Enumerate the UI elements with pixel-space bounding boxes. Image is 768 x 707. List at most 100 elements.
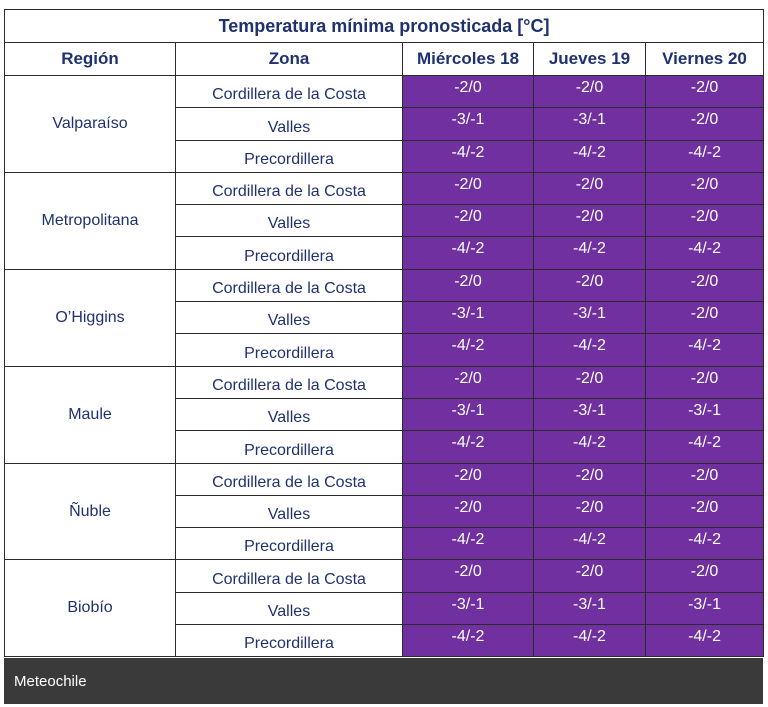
temperature-value-cell: -4/-2 bbox=[644, 430, 765, 464]
temperature-value-cell: -4/-2 bbox=[402, 139, 534, 173]
temperature-value-cell: -2/0 bbox=[402, 171, 534, 206]
temperature-value-cell: -4/-2 bbox=[644, 139, 765, 173]
table-row: Valles -3/-1 -3/-1 -2/0 bbox=[5, 107, 765, 141]
region-name-cell: O’Higgins bbox=[4, 268, 176, 367]
temperature-value-cell: -3/-1 bbox=[402, 591, 534, 626]
zone-name-cell: Cordillera de la Costa bbox=[175, 365, 403, 399]
temperature-value-cell: -2/0 bbox=[533, 462, 646, 496]
temperature-value-cell: -2/0 bbox=[402, 494, 534, 529]
temperature-value-cell: -2/0 bbox=[644, 462, 765, 496]
forecast-table-container: Temperatura mínima pronosticada [°C] Reg… bbox=[3, 9, 765, 658]
temperature-value-cell: -4/-2 bbox=[533, 430, 646, 464]
table-row: Biobío Cordillera de la Costa -2/0 -2/0 -2/0 bbox=[4, 559, 765, 658]
table-row: Precordillera -4/-2 -4/-2 -4/-2 bbox=[5, 624, 765, 658]
temperature-value-cell: -4/-2 bbox=[402, 236, 534, 270]
temperature-value-cell: -4/-2 bbox=[402, 527, 534, 561]
temperature-value-cell: -3/-1 bbox=[402, 301, 534, 335]
temperature-value-cell: -2/0 bbox=[644, 171, 765, 206]
table-row: O’Higgins Cordillera de la Costa -2/0 -2/0-… bbox=[4, 268, 765, 367]
table-row: Maule Cordillera de la Costa -2/0 -2/0 -2/0 bbox=[4, 365, 765, 464]
table-row: Precordillera -4/-2 -4/-2 -4/-2 bbox=[5, 139, 765, 173]
header-row: Región Zona Miércoles 18 Jueves 19 Viern… bbox=[4, 42, 765, 76]
zone-name-cell: Valles bbox=[175, 107, 403, 141]
temperature-value-cell: -3/-1 bbox=[533, 397, 646, 432]
table-row: Valles -2/0 -2/0 -2/0 bbox=[5, 204, 765, 238]
temperature-value-cell: -4/-2 bbox=[533, 236, 646, 270]
temperature-value-cell: -2/0 bbox=[402, 559, 534, 593]
temperature-value-cell: -2/0 bbox=[533, 494, 646, 529]
column-header-zone: Zona bbox=[175, 42, 403, 76]
temperature-value-cell: -3/-1 bbox=[644, 591, 765, 626]
table-row: Ñuble Cordillera de la Costa -2/0 -2/0 -2/0 bbox=[4, 462, 765, 561]
forecast-table: Temperatura mínima pronosticada [°C] Reg… bbox=[3, 9, 765, 658]
region-name-cell: Metropolitana bbox=[4, 171, 176, 270]
zone-name-cell: Precordillera bbox=[175, 236, 403, 270]
temperature-value-cell: -2/0 bbox=[644, 559, 765, 593]
temperature-value-cell: -2/0 bbox=[644, 494, 765, 529]
temperature-value-cell: -3/-1 bbox=[533, 107, 646, 141]
zone-name-cell: Valles bbox=[175, 301, 403, 335]
column-header-wednesday: Miércoles 18 bbox=[402, 42, 534, 76]
temperature-value-cell: -2/0 bbox=[644, 74, 765, 109]
zone-name-cell: Cordillera de la Costa bbox=[175, 559, 403, 593]
zone-name-cell: Valles bbox=[175, 397, 403, 432]
temperature-value-cell: -2/0 bbox=[533, 559, 646, 593]
zone-name-cell: Precordillera bbox=[175, 139, 403, 173]
temperature-value-cell: -4/-2 bbox=[402, 624, 534, 658]
table-row: Metropolitana Cordillera de la Costa -2/0-… bbox=[4, 171, 765, 270]
temperature-value-cell: -4/-2 bbox=[533, 527, 646, 561]
table-title: Temperatura mínima pronosticada [°C] bbox=[3, 9, 765, 43]
temperature-value-cell: -3/-1 bbox=[533, 591, 646, 626]
column-header-region: Región bbox=[4, 42, 176, 76]
temperature-value-cell: -2/0 bbox=[533, 74, 646, 109]
title-row: Temperatura mínima pronosticada [°C] bbox=[3, 9, 765, 43]
temperature-value-cell: -2/0 bbox=[644, 204, 765, 238]
temperature-value-cell: -4/-2 bbox=[402, 430, 534, 464]
temperature-value-cell: -2/0 bbox=[402, 365, 534, 399]
temperature-value-cell: -2/0 bbox=[644, 365, 765, 399]
temperature-value-cell: -4/-2 bbox=[644, 333, 765, 367]
temperature-value-cell: -3/-1 bbox=[644, 397, 765, 432]
temperature-value-cell: -4/-2 bbox=[644, 624, 765, 658]
temperature-value-cell: -3/-1 bbox=[402, 107, 534, 141]
table-row: Valles -2/0 -2/0 -2/0 bbox=[5, 494, 765, 529]
zone-name-cell: Valles bbox=[175, 204, 403, 238]
temperature-value-cell: -2/0 bbox=[402, 204, 534, 238]
zone-name-cell: Cordillera de la Costa bbox=[175, 74, 403, 109]
temperature-value-cell: -3/-1 bbox=[533, 301, 646, 335]
zone-name-cell: Cordillera de la Costa bbox=[175, 268, 403, 303]
temperature-value-cell: -4/-2 bbox=[402, 333, 534, 367]
temperature-value-cell: -2/0 bbox=[644, 107, 765, 141]
temperature-value-cell: -4/-2 bbox=[533, 333, 646, 367]
zone-name-cell: Valles bbox=[175, 494, 403, 529]
table-row: Valparaíso Cordillera de la Costa -2/0 -2/0… bbox=[4, 74, 765, 173]
table-row: Precordillera -4/-2 -4/-2 -4/-2 bbox=[5, 236, 765, 270]
temperature-value-cell: -2/0 bbox=[644, 301, 765, 335]
table-row: Precordillera -4/-2 -4/-2 -4/-2 bbox=[5, 333, 765, 367]
temperature-value-cell: -2/0 bbox=[402, 268, 534, 303]
temperature-value-cell: -2/0 bbox=[533, 171, 646, 206]
temperature-value-cell: -4/-2 bbox=[533, 624, 646, 658]
zone-name-cell: Cordillera de la Costa bbox=[175, 171, 403, 206]
region-name-cell: Biobío bbox=[4, 559, 176, 658]
footer-caption: Meteochile bbox=[14, 672, 87, 690]
table-row: Precordillera -4/-2 -4/-2 -4/-2 bbox=[5, 527, 765, 561]
temperature-value-cell: -4/-2 bbox=[644, 527, 765, 561]
zone-name-cell: Cordillera de la Costa bbox=[175, 462, 403, 496]
temperature-value-cell: -2/0 bbox=[533, 365, 646, 399]
footer-caption-bar: Meteochile bbox=[4, 658, 763, 704]
table-body: Valparaíso Cordillera de la Costa -2/0 -2/0… bbox=[4, 74, 765, 658]
region-name-cell: Valparaíso bbox=[4, 75, 176, 173]
temperature-value-cell: -2/0 bbox=[402, 462, 534, 496]
temperature-value-cell: -3/-1 bbox=[402, 397, 534, 432]
table-row: Precordillera -4/-2 -4/-2 -4/-2 bbox=[5, 430, 765, 464]
zone-name-cell: Precordillera bbox=[175, 624, 403, 658]
temperature-value-cell: -2/0 bbox=[402, 74, 534, 109]
zone-name-cell: Precordillera bbox=[175, 527, 403, 561]
table-row: Valles -3/-1 -3/-1 -3/-1 bbox=[5, 397, 765, 432]
temperature-value-cell: -4/-2 bbox=[644, 236, 765, 270]
zone-name-cell: Precordillera bbox=[175, 430, 403, 464]
temperature-value-cell: -2/0 bbox=[644, 268, 765, 303]
column-header-thursday: Jueves 19 bbox=[533, 42, 646, 76]
temperature-value-cell: -4/-2 bbox=[533, 139, 646, 173]
